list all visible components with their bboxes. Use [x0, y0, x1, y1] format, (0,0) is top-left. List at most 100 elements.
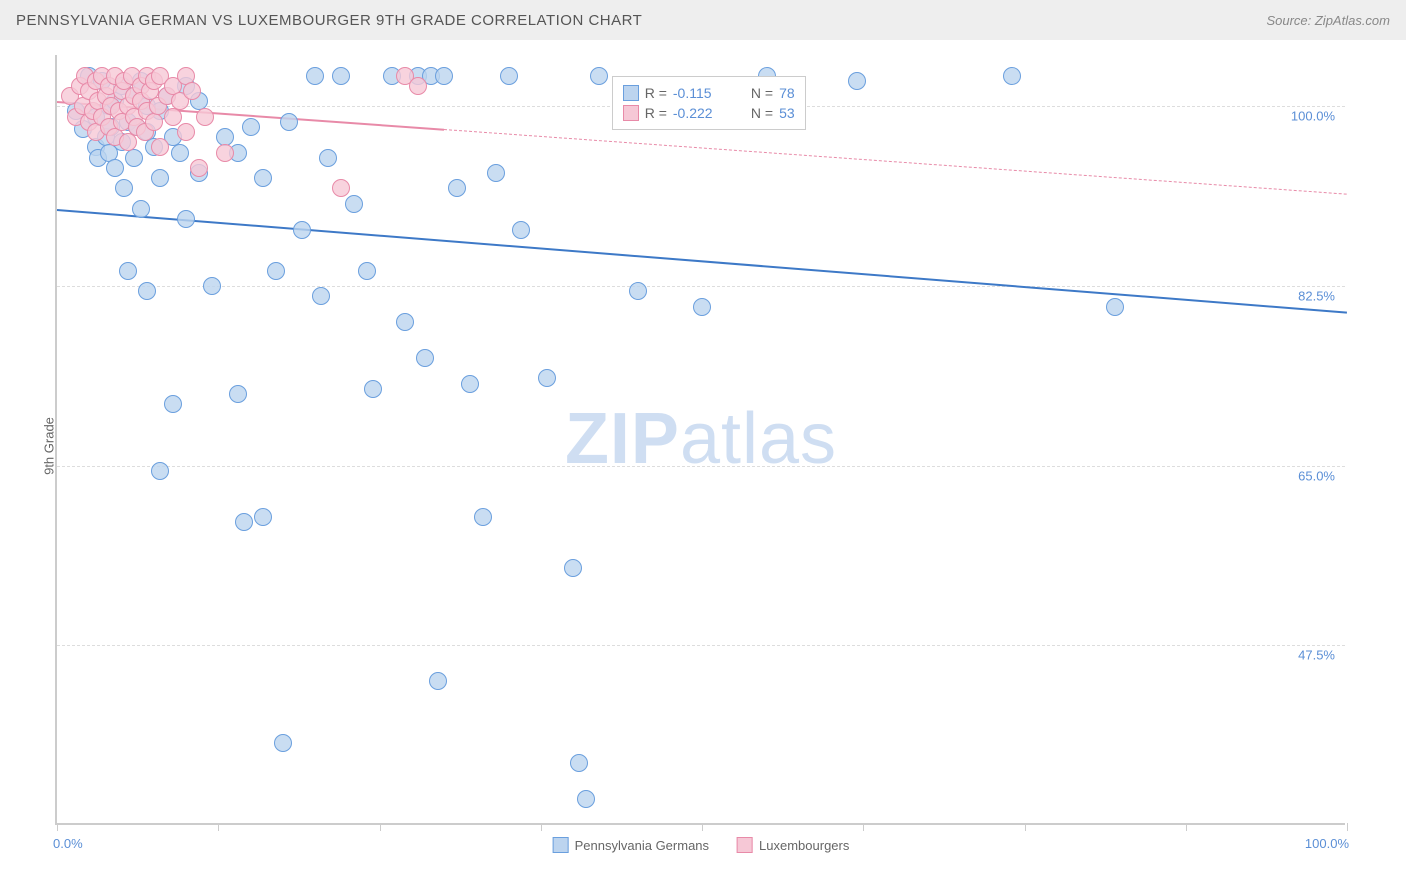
blue-marker: [274, 734, 292, 752]
stats-r-value: -0.115: [673, 85, 729, 101]
x-axis-max-label: 100.0%: [1305, 836, 1349, 851]
stats-n-value: 78: [779, 85, 795, 101]
blue-marker: [577, 790, 595, 808]
blue-marker: [590, 67, 608, 85]
gridline-h: [57, 645, 1345, 646]
blue-marker: [312, 287, 330, 305]
blue-marker: [364, 380, 382, 398]
blue-marker: [435, 67, 453, 85]
blue-marker: [235, 513, 253, 531]
stats-r-label: R =: [645, 105, 667, 121]
pink-marker: [409, 77, 427, 95]
blue-marker: [280, 113, 298, 131]
pink-marker: [196, 108, 214, 126]
stats-row: R = -0.115N = 78: [623, 83, 795, 103]
gridline-h: [57, 286, 1345, 287]
x-axis-min-label: 0.0%: [53, 836, 83, 851]
blue-marker: [1106, 298, 1124, 316]
stats-swatch: [623, 105, 639, 121]
blue-marker: [429, 672, 447, 690]
blue-marker: [629, 282, 647, 300]
blue-marker: [177, 210, 195, 228]
pink-marker: [183, 82, 201, 100]
bottom-legend: Pennsylvania Germans Luxembourgers: [553, 837, 850, 853]
y-tick-label: 100.0%: [1291, 109, 1335, 124]
blue-marker: [115, 179, 133, 197]
blue-marker: [345, 195, 363, 213]
blue-marker: [242, 118, 260, 136]
blue-marker: [119, 262, 137, 280]
stats-box: R = -0.115N = 78R = -0.222N = 53: [612, 76, 806, 130]
blue-marker: [332, 67, 350, 85]
blue-marker: [693, 298, 711, 316]
x-tick: [1025, 823, 1026, 831]
pink-marker: [145, 113, 163, 131]
pink-marker: [119, 133, 137, 151]
legend-item: Luxembourgers: [737, 837, 849, 853]
blue-marker: [461, 375, 479, 393]
blue-marker: [106, 159, 124, 177]
y-tick-label: 47.5%: [1298, 648, 1335, 663]
blue-marker: [487, 164, 505, 182]
legend-item: Pennsylvania Germans: [553, 837, 709, 853]
legend-label: Pennsylvania Germans: [575, 838, 709, 853]
source-prefix: Source:: [1266, 13, 1314, 28]
stats-swatch: [623, 85, 639, 101]
blue-marker: [171, 144, 189, 162]
blue-marker: [151, 462, 169, 480]
blue-marker: [125, 149, 143, 167]
blue-marker: [500, 67, 518, 85]
pink-marker: [216, 144, 234, 162]
plot-region: ZIPatlas 0.0% 100.0% Pennsylvania German…: [55, 55, 1345, 825]
stats-n-label: N =: [751, 105, 773, 121]
legend-label: Luxembourgers: [759, 838, 849, 853]
stats-r-label: R =: [645, 85, 667, 101]
x-tick: [57, 823, 58, 831]
pink-marker: [164, 108, 182, 126]
legend-swatch: [737, 837, 753, 853]
chart-header: PENNSYLVANIA GERMAN VS LUXEMBOURGER 9TH …: [0, 0, 1406, 40]
blue-marker: [254, 169, 272, 187]
blue-marker: [293, 221, 311, 239]
stats-r-value: -0.222: [673, 105, 729, 121]
blue-marker: [254, 508, 272, 526]
blue-marker: [229, 385, 247, 403]
blue-marker: [203, 277, 221, 295]
source-name: ZipAtlas.com: [1315, 13, 1390, 28]
blue-marker: [151, 169, 169, 187]
y-tick-label: 82.5%: [1298, 289, 1335, 304]
blue-marker: [132, 200, 150, 218]
y-tick-label: 65.0%: [1298, 468, 1335, 483]
blue-marker: [306, 67, 324, 85]
trend-line: [444, 129, 1347, 195]
gridline-h: [57, 466, 1345, 467]
pink-marker: [190, 159, 208, 177]
blue-marker: [538, 369, 556, 387]
pink-marker: [332, 179, 350, 197]
blue-marker: [164, 395, 182, 413]
x-tick: [702, 823, 703, 831]
watermark-suffix: atlas: [680, 399, 837, 479]
x-tick: [380, 823, 381, 831]
blue-marker: [396, 313, 414, 331]
blue-marker: [1003, 67, 1021, 85]
x-tick: [863, 823, 864, 831]
chart-area: ZIPatlas 0.0% 100.0% Pennsylvania German…: [55, 55, 1345, 825]
blue-marker: [358, 262, 376, 280]
watermark-prefix: ZIP: [565, 399, 680, 479]
blue-marker: [848, 72, 866, 90]
watermark: ZIPatlas: [565, 398, 837, 480]
x-tick: [218, 823, 219, 831]
blue-marker: [512, 221, 530, 239]
blue-marker: [138, 282, 156, 300]
chart-title: PENNSYLVANIA GERMAN VS LUXEMBOURGER 9TH …: [16, 12, 642, 29]
blue-marker: [564, 559, 582, 577]
legend-swatch: [553, 837, 569, 853]
blue-marker: [416, 349, 434, 367]
x-tick: [541, 823, 542, 831]
pink-marker: [177, 123, 195, 141]
blue-marker: [319, 149, 337, 167]
blue-marker: [474, 508, 492, 526]
x-tick: [1347, 823, 1348, 831]
stats-n-value: 53: [779, 105, 795, 121]
